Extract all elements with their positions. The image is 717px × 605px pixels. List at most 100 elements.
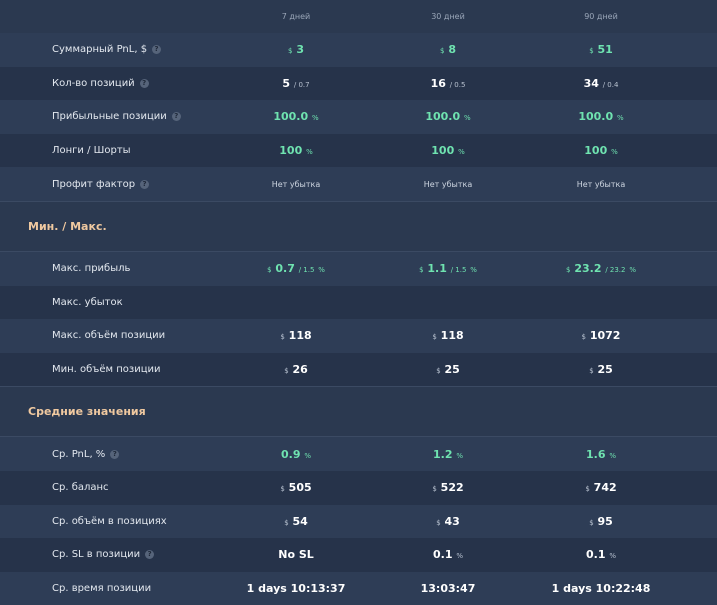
row-label: Макс. объём позиции <box>52 330 165 341</box>
value-cell: $ 118 <box>216 329 376 342</box>
currency-sign: $ <box>589 367 594 376</box>
value-cell: $ 95 <box>521 515 681 528</box>
percent-sign: % <box>456 552 463 561</box>
value-number: 23.2 <box>574 262 602 276</box>
value-cell: 100 % <box>216 144 376 157</box>
value-cell: $ 25 <box>521 363 681 376</box>
table-row: Кол-во позиций? 5 / 0.7 16 / 0.5 34 / 0.4 <box>0 66 717 101</box>
value-cell: $ 505 <box>216 481 376 494</box>
value-cell: $ 8 <box>368 43 528 56</box>
value-cell: 100 % <box>368 144 528 157</box>
value-number: 1.1 <box>427 262 447 276</box>
row-label: Макс. убыток <box>52 297 123 308</box>
value-sub: / 0.4 <box>602 80 619 89</box>
table-row: Ср. объём в позициях $ 54 $ 43 $ 95 <box>0 504 717 539</box>
section-header: Средние значения <box>0 386 717 438</box>
value-cell: 100.0 % <box>368 110 528 123</box>
value-sub: / 0.7 <box>293 80 310 89</box>
value-cell: 16 / 0.5 <box>368 77 528 90</box>
row-label: Макс. прибыль <box>52 263 130 274</box>
value-number: 1072 <box>589 329 621 343</box>
value-number: 0.1 <box>586 548 606 562</box>
currency-sign: $ <box>436 518 441 527</box>
currency-sign: $ <box>432 333 437 342</box>
value-number: 8 <box>448 43 456 57</box>
row-label-text: Ср. объём в позициях <box>52 515 167 527</box>
currency-sign: $ <box>589 47 594 56</box>
value-cell: 0.9 % <box>216 448 376 461</box>
table-row: Макс. прибыль $ 0.7 / 1.5 % $ 1.1 / 1.5 % $… <box>0 251 717 286</box>
value-number: 1 days 10:13:37 <box>246 582 346 596</box>
value-cell: Нет убытка <box>216 180 376 189</box>
value-number: 100.0 <box>273 110 309 124</box>
value-cell: 100 % <box>521 144 681 157</box>
value-text: Нет убытка <box>271 179 321 189</box>
value-number: 100.0 <box>425 110 461 124</box>
percent-sign: % <box>463 114 471 123</box>
value-cell: $ 1072 <box>521 329 681 342</box>
value-number: 742 <box>593 481 617 495</box>
row-label-text: Ср. время позиции <box>52 583 152 595</box>
value-number: 522 <box>440 481 464 495</box>
table-row: Ср. SL в позиции? No SL 0.1 % 0.1 % <box>0 538 717 572</box>
column-header[interactable]: 7 дней <box>281 12 311 21</box>
currency-sign: $ <box>589 518 594 527</box>
value-cell: 1 days 10:13:37 <box>216 582 376 595</box>
value-cell: $ 3 <box>216 43 376 56</box>
value-number: No SL <box>278 548 314 562</box>
help-icon[interactable]: ? <box>171 112 181 122</box>
value-number: 95 <box>597 514 613 528</box>
value-cell: 0.1 % <box>368 548 528 561</box>
table-row: Мин. объём позиции $ 26 $ 25 $ 25 <box>0 352 717 387</box>
row-label: Профит фактор? <box>52 178 150 190</box>
value-cell: 5 / 0.7 <box>216 77 376 90</box>
percent-sign: % <box>616 114 624 123</box>
help-icon[interactable]: ? <box>145 550 155 560</box>
value-number: 118 <box>440 329 464 343</box>
value-number: 100 <box>431 144 455 158</box>
value-number: 0.1 <box>433 548 453 562</box>
table-row: Макс. объём позиции $ 118 $ 118 $ 1072 <box>0 319 717 353</box>
value-number: 1.2 <box>433 447 453 461</box>
value-number: 100.0 <box>578 110 614 124</box>
table-row: Профит фактор? Нет убытка Нет убытка Нет уб… <box>0 167 717 201</box>
percent-sign: % <box>304 451 311 460</box>
value-number: 34 <box>583 76 599 90</box>
currency-sign: $ <box>267 266 272 275</box>
value-cell: $ 51 <box>521 43 681 56</box>
row-label-text: Суммарный PnL, $ <box>52 44 148 56</box>
help-icon[interactable]: ? <box>140 179 150 189</box>
value-number: 1.6 <box>586 447 606 461</box>
value-number: 118 <box>288 329 312 343</box>
value-number: 1 days 10:22:48 <box>551 582 651 596</box>
value-cell: $ 54 <box>216 515 376 528</box>
value-cell: $ 1.1 / 1.5 % <box>368 262 528 275</box>
value-sub: / 1.5 <box>450 266 467 275</box>
value-cell: 1.6 % <box>521 448 681 461</box>
help-icon[interactable]: ? <box>152 45 162 55</box>
value-number: 51 <box>597 43 613 57</box>
value-cell: 100.0 % <box>216 110 376 123</box>
table-row: Ср. баланс $ 505 $ 522 $ 742 <box>0 470 717 505</box>
value-cell: $ 0.7 / 1.5 % <box>216 262 376 275</box>
value-sub: / 23.2 <box>605 266 626 275</box>
value-cell: 100.0 % <box>521 110 681 123</box>
value-number: 26 <box>292 363 308 377</box>
value-number: 3 <box>296 43 304 57</box>
help-icon[interactable]: ? <box>110 449 120 459</box>
row-label: Лонги / Шорты <box>52 145 131 156</box>
row-label-text: Макс. прибыль <box>52 263 131 275</box>
row-label: Суммарный PnL, $? <box>52 44 162 56</box>
value-number: 16 <box>430 76 446 90</box>
row-label-text: Профит фактор <box>52 178 136 190</box>
currency-sign: $ <box>566 266 571 275</box>
column-header[interactable]: 30 дней <box>431 12 465 21</box>
help-icon[interactable]: ? <box>139 78 149 88</box>
section-header: Мин. / Макс. <box>0 200 717 252</box>
column-header[interactable]: 90 дней <box>584 12 618 21</box>
value-cell: No SL <box>216 548 376 561</box>
value-number: 25 <box>597 363 613 377</box>
currency-sign: $ <box>581 333 586 342</box>
row-label-text: Лонги / Шорты <box>52 145 131 157</box>
